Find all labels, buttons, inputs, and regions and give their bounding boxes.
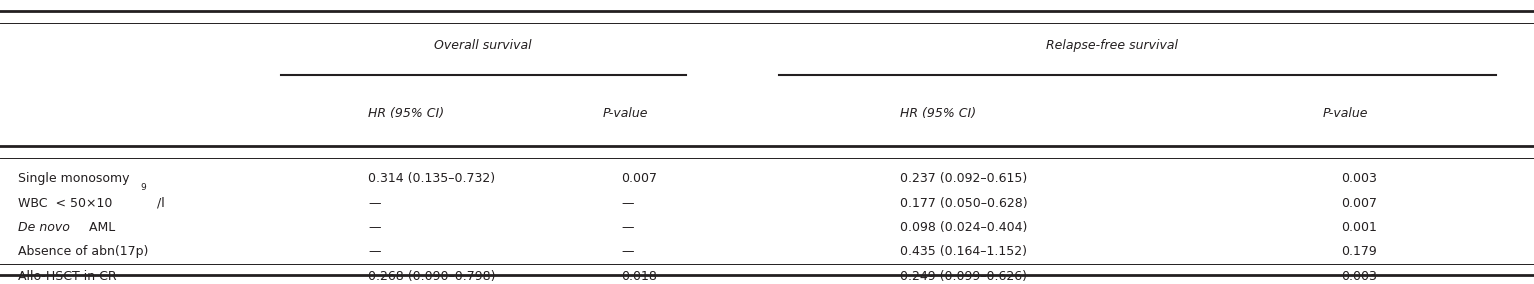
Text: 0.098 (0.024–0.404): 0.098 (0.024–0.404) [900,221,1028,234]
Text: Absence of abn(17p): Absence of abn(17p) [18,245,149,258]
Text: —: — [368,197,380,210]
Text: 0.179: 0.179 [1341,245,1376,258]
Text: Allo-HSCT in CR: Allo-HSCT in CR [18,270,117,283]
Text: 0.007: 0.007 [1341,197,1376,210]
Text: WBC  < 50×10: WBC < 50×10 [18,197,114,210]
Text: Overall survival: Overall survival [434,39,532,52]
Text: Single monosomy: Single monosomy [18,172,130,185]
Text: HR (95% CI): HR (95% CI) [368,107,445,120]
Text: —: — [621,221,634,234]
Text: —: — [368,221,380,234]
Text: 0.018: 0.018 [621,270,657,283]
Text: —: — [621,197,634,210]
Text: 0.177 (0.050–0.628): 0.177 (0.050–0.628) [900,197,1028,210]
Text: 0.003: 0.003 [1341,172,1376,185]
Text: AML: AML [86,221,115,234]
Text: P-value: P-value [603,107,649,120]
Text: Relapse-free survival: Relapse-free survival [1046,39,1178,52]
Text: 0.314 (0.135–0.732): 0.314 (0.135–0.732) [368,172,495,185]
Text: /l: /l [156,197,164,210]
Text: P-value: P-value [1322,107,1368,120]
Text: 0.237 (0.092–0.615): 0.237 (0.092–0.615) [900,172,1028,185]
Text: —: — [368,245,380,258]
Text: 0.435 (0.164–1.152): 0.435 (0.164–1.152) [900,245,1028,258]
Text: 0.003: 0.003 [1341,270,1376,283]
Text: 0.001: 0.001 [1341,221,1376,234]
Text: 0.268 (0.090–0.798): 0.268 (0.090–0.798) [368,270,495,283]
Text: De novo: De novo [18,221,71,234]
Text: —: — [621,245,634,258]
Text: 9: 9 [140,183,146,192]
Text: 0.007: 0.007 [621,172,657,185]
Text: 0.249 (0.099–0.626): 0.249 (0.099–0.626) [900,270,1028,283]
Text: HR (95% CI): HR (95% CI) [900,107,977,120]
